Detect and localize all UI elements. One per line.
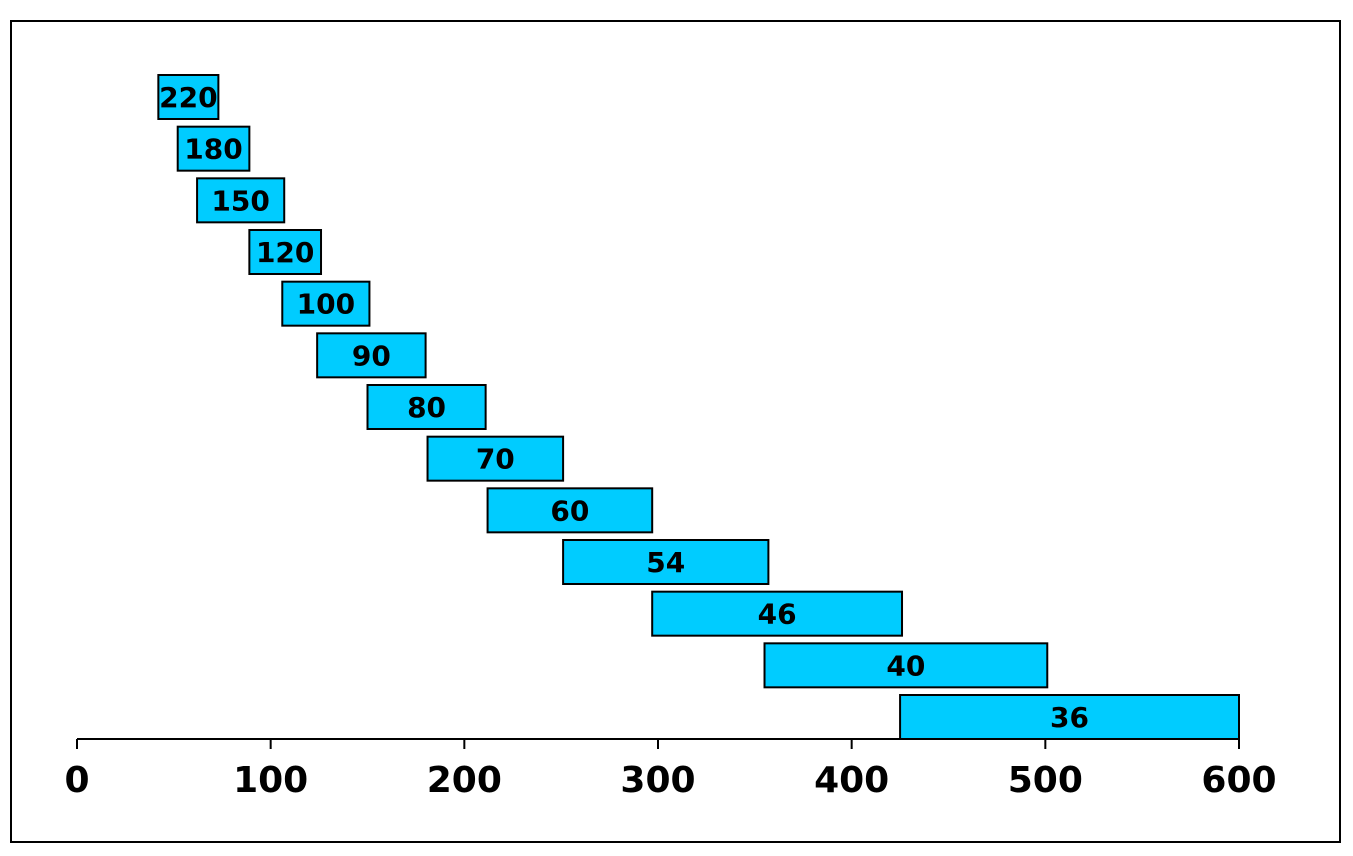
- bar-46: [651, 590, 904, 637]
- x-axis: 0 100 200 300 400 500 600: [64, 738, 1277, 801]
- bar-60: [486, 487, 654, 534]
- x-tick-label-100: 100: [233, 760, 308, 801]
- bar-220: [157, 74, 220, 120]
- bar-150: [196, 177, 286, 224]
- x-tick-label-400: 400: [814, 760, 889, 801]
- bar-120: [248, 229, 323, 275]
- range-bar-chart: 220 180 150 120 100 90 80 70 60 54 46 40 36 0 100 200 3…: [64, 74, 1277, 801]
- chart-frame: 220 180 150 120 100 90 80 70 60 54 46 40 36 0 100 200 3…: [10, 20, 1341, 843]
- bar-label-100: 100: [297, 288, 355, 321]
- x-tick-label-600: 600: [1201, 760, 1276, 801]
- bar-label-180: 180: [184, 133, 242, 166]
- bar-90: [316, 332, 427, 379]
- bar-label-220: 220: [159, 81, 217, 114]
- bars-layer: 220 180 150 120 100 90 80 70 60 54 46 40 36: [157, 74, 1240, 740]
- x-tick-label-0: 0: [64, 760, 89, 801]
- x-tick-label-500: 500: [1008, 760, 1083, 801]
- x-tick-label-200: 200: [427, 760, 502, 801]
- bar-80: [366, 384, 487, 430]
- bar-70: [426, 435, 565, 482]
- bar-label-90: 90: [352, 339, 391, 372]
- bar-label-46: 46: [758, 598, 797, 631]
- bar-label-54: 54: [646, 546, 685, 579]
- bar-label-80: 80: [407, 391, 446, 424]
- bar-54: [562, 539, 770, 585]
- x-tick-label-300: 300: [620, 760, 695, 801]
- bar-label-36: 36: [1050, 701, 1089, 734]
- bar-label-60: 60: [550, 494, 589, 527]
- bar-180: [176, 125, 251, 172]
- bar-label-150: 150: [211, 184, 269, 217]
- bar-label-40: 40: [886, 649, 925, 682]
- bar-label-120: 120: [256, 236, 314, 269]
- bar-label-70: 70: [476, 443, 515, 476]
- bar-100: [281, 280, 371, 327]
- bar-40: [763, 642, 1049, 689]
